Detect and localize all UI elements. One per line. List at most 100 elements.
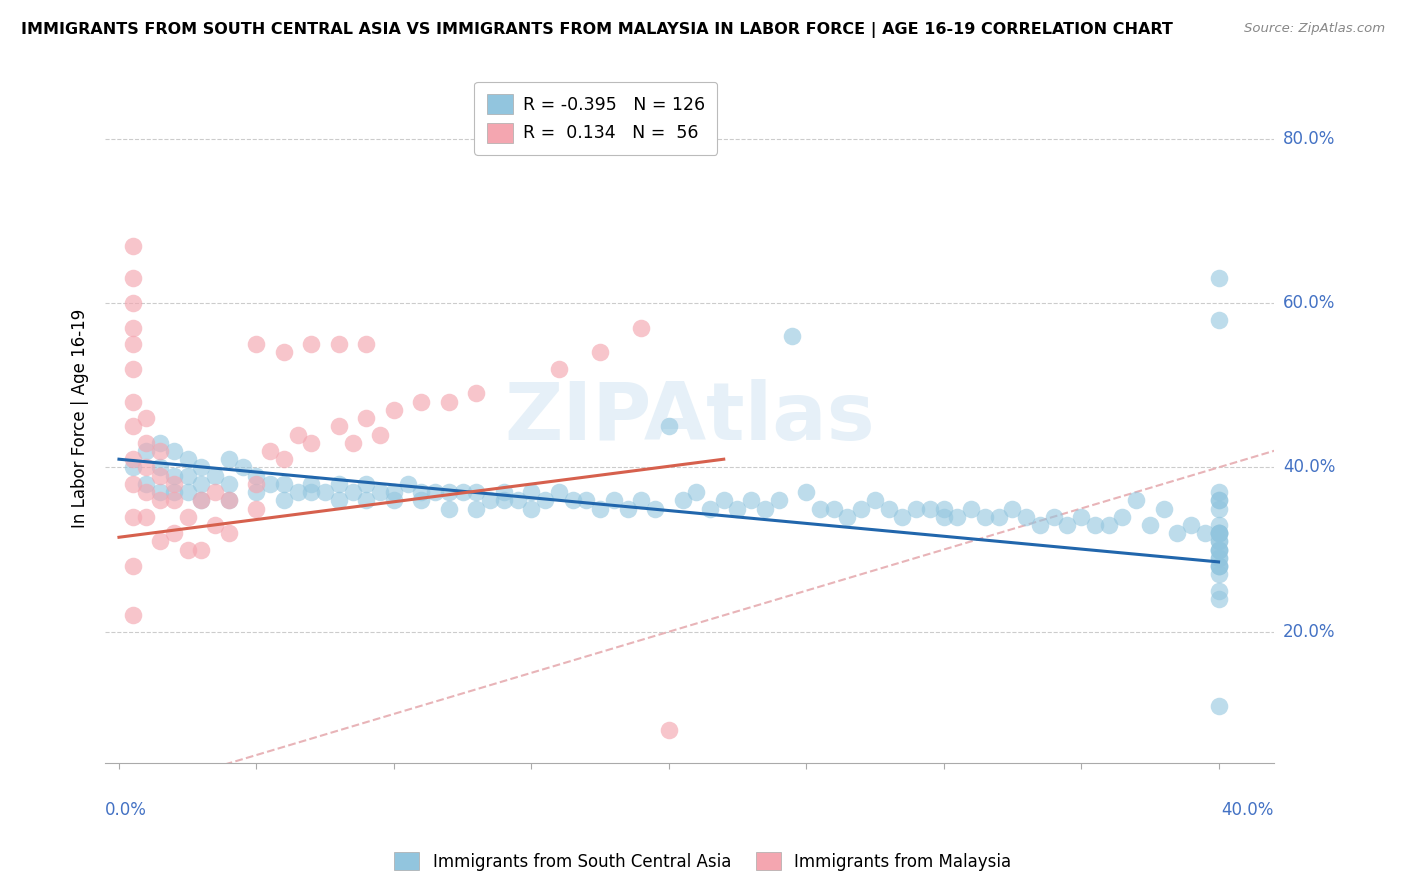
Point (1208, 567, 1230, 582)
Point (423, 485, 446, 500)
Point (259, 476, 281, 491)
Point (245, 468, 267, 483)
Point (918, 501, 941, 516)
Point (190, 542, 212, 557)
Point (437, 501, 460, 516)
Point (492, 493, 515, 508)
Point (121, 452, 143, 467)
Point (218, 526, 240, 541)
Point (808, 501, 831, 516)
Point (176, 542, 198, 557)
Point (506, 493, 529, 508)
Point (1097, 517, 1119, 532)
Point (1208, 542, 1230, 557)
Point (328, 419, 350, 434)
Text: 40.0%: 40.0% (1282, 458, 1336, 476)
Point (1208, 559, 1230, 574)
Point (465, 501, 488, 516)
Point (699, 501, 721, 516)
Point (356, 411, 378, 425)
Point (411, 394, 433, 409)
Point (121, 559, 143, 574)
Point (603, 493, 626, 508)
Point (1208, 534, 1230, 549)
Point (905, 501, 928, 516)
Point (411, 485, 433, 500)
Point (121, 419, 143, 434)
Point (630, 493, 652, 508)
Point (520, 501, 543, 516)
Point (1153, 501, 1175, 516)
Point (713, 493, 735, 508)
Point (163, 493, 186, 508)
Y-axis label: In Labor Force | Age 16-19: In Labor Force | Age 16-19 (72, 309, 89, 528)
Point (204, 468, 226, 483)
Legend: Immigrants from South Central Asia, Immigrants from Malaysia: Immigrants from South Central Asia, Immi… (387, 844, 1019, 880)
Point (1208, 493, 1230, 508)
Text: 40.0%: 40.0% (1222, 801, 1274, 819)
Point (1208, 534, 1230, 549)
Point (382, 403, 405, 417)
Point (356, 337, 378, 351)
Point (1208, 526, 1230, 541)
Point (163, 476, 186, 491)
Point (149, 534, 172, 549)
Point (299, 485, 322, 500)
Point (176, 485, 198, 500)
Point (368, 427, 391, 442)
Point (176, 509, 198, 524)
Point (135, 435, 157, 450)
Point (245, 485, 267, 500)
Point (1056, 517, 1078, 532)
Point (1125, 493, 1147, 508)
Point (218, 452, 240, 467)
Point (218, 476, 240, 491)
Text: 0.0%: 0.0% (105, 801, 148, 819)
Point (1208, 559, 1230, 574)
Point (492, 485, 515, 500)
Point (658, 723, 681, 738)
Point (259, 444, 281, 458)
Point (547, 485, 569, 500)
Point (1111, 509, 1133, 524)
Text: 80.0%: 80.0% (1282, 129, 1336, 148)
Point (1208, 493, 1230, 508)
Point (190, 493, 212, 508)
Point (135, 509, 157, 524)
Point (176, 468, 198, 483)
Point (630, 320, 652, 334)
Point (135, 444, 157, 458)
Text: ZIPAtlas: ZIPAtlas (503, 379, 875, 457)
Point (960, 501, 983, 516)
Point (190, 493, 212, 508)
Point (299, 435, 322, 450)
Point (342, 435, 364, 450)
Point (1042, 509, 1064, 524)
Point (1029, 517, 1052, 532)
Point (644, 501, 666, 516)
Point (479, 493, 502, 508)
Point (218, 493, 240, 508)
Text: Source: ZipAtlas.com: Source: ZipAtlas.com (1244, 22, 1385, 36)
Point (1208, 559, 1230, 574)
Point (561, 493, 583, 508)
Point (451, 485, 474, 500)
Point (232, 460, 254, 475)
Point (149, 460, 172, 475)
Point (547, 361, 569, 376)
Point (1208, 550, 1230, 565)
Point (437, 394, 460, 409)
Point (1208, 517, 1230, 532)
Point (1208, 312, 1230, 326)
Point (149, 493, 172, 508)
Point (1208, 550, 1230, 565)
Point (163, 526, 186, 541)
Point (1001, 501, 1024, 516)
Point (851, 501, 873, 516)
Point (1208, 583, 1230, 598)
Text: IMMIGRANTS FROM SOUTH CENTRAL ASIA VS IMMIGRANTS FROM MALAYSIA IN LABOR FORCE | : IMMIGRANTS FROM SOUTH CENTRAL ASIA VS IM… (21, 22, 1173, 38)
Point (245, 476, 267, 491)
Point (837, 509, 859, 524)
Point (314, 485, 336, 500)
Point (1208, 698, 1230, 713)
